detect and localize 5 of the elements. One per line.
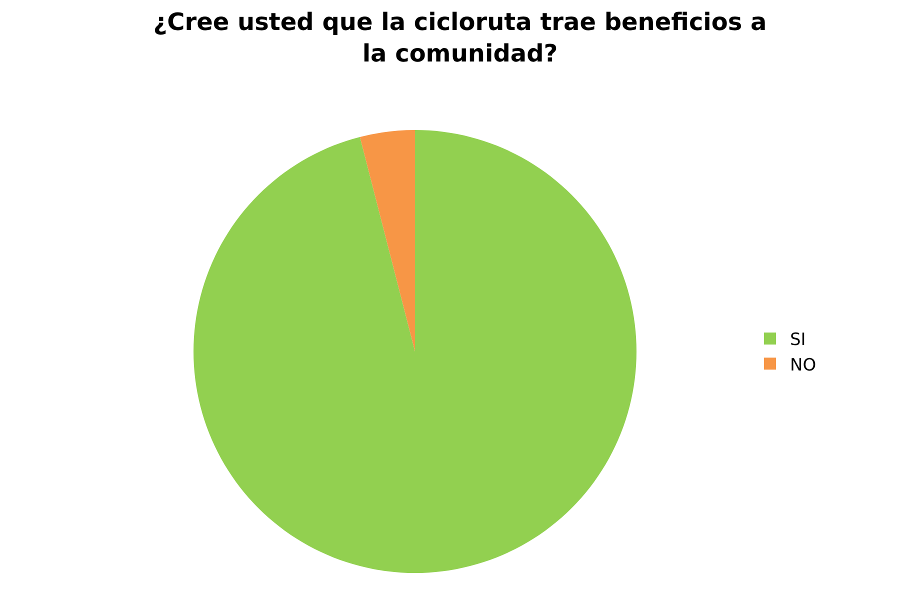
- pie-slice: [194, 130, 636, 573]
- legend-label: SI: [790, 330, 806, 350]
- legend-label: NO: [790, 355, 816, 376]
- pie-slice: [360, 130, 415, 352]
- chart-title: ¿Cree usted que la cicloruta trae beneficios a la comunidad?: [153, 8, 767, 68]
